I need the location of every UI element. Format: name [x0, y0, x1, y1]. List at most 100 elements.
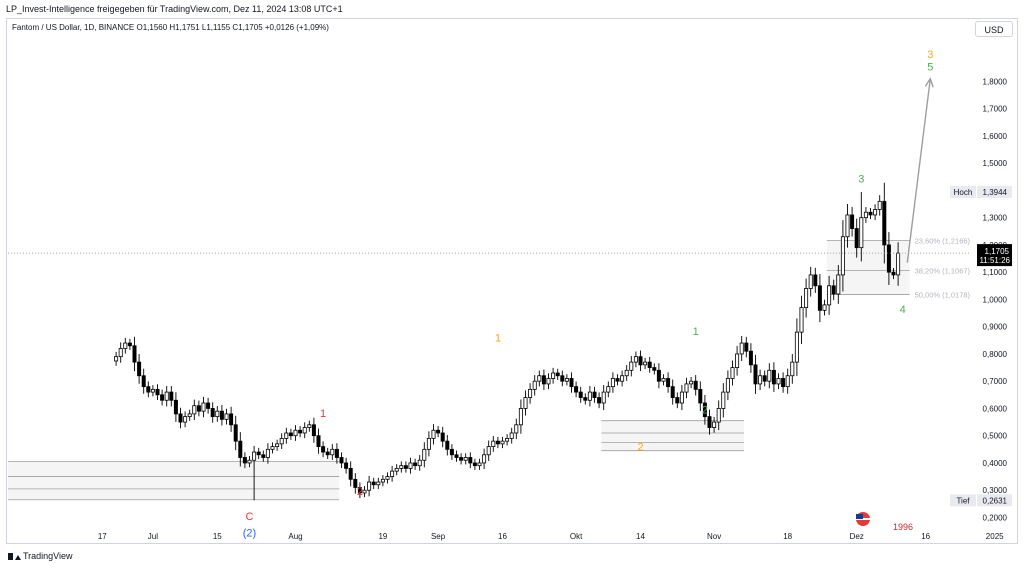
x-tick-label: 19 — [378, 532, 387, 541]
candle-body — [712, 421, 717, 428]
y-tick-label: 1,7000 — [983, 105, 1008, 114]
candle-body — [256, 451, 261, 456]
candle-body — [114, 356, 119, 362]
candle-body — [633, 356, 638, 363]
candle-body — [886, 244, 891, 273]
candle-body — [643, 361, 648, 366]
axis-badge-value-bg — [977, 185, 1012, 198]
candle-body — [293, 429, 298, 437]
shared-by-line: LP_Invest-Intelligence freigegeben für T… — [6, 4, 343, 14]
axis-badge-value: 0,2631 — [983, 496, 1008, 505]
candle-body — [150, 388, 155, 393]
candle-body — [127, 342, 132, 347]
candle-body — [684, 383, 689, 393]
wave-label: 1 — [320, 408, 326, 420]
candle-body — [850, 214, 855, 229]
candle-body — [597, 397, 602, 404]
candle-body — [270, 446, 275, 450]
axis-badge-label-bg — [950, 494, 976, 507]
candle-body — [735, 353, 740, 368]
candle-body — [449, 448, 454, 456]
candle-body — [505, 438, 510, 442]
candle-body — [606, 386, 611, 393]
bottom-cut-label: 1996 — [893, 522, 913, 532]
candle-body — [394, 468, 399, 472]
bar-countdown: 11:51:26 — [979, 256, 1010, 265]
candle-body — [785, 375, 790, 388]
candle-body — [808, 274, 813, 289]
candle-body — [196, 405, 201, 412]
candle-body — [491, 440, 496, 448]
candle-body — [500, 440, 505, 445]
x-tick-label: Dez — [850, 532, 864, 541]
candle-body — [307, 424, 312, 428]
candle-body — [739, 342, 744, 355]
candle-body — [753, 364, 758, 385]
x-tick-label: 15 — [213, 532, 222, 541]
candle-body — [330, 448, 335, 456]
candle-body — [160, 394, 165, 401]
candle-body — [601, 391, 606, 404]
candle-body — [873, 209, 878, 216]
candle-body — [426, 438, 431, 450]
candle-body — [583, 397, 588, 401]
candle-body — [436, 429, 441, 434]
zone-box-0 — [8, 461, 340, 500]
candle-body — [118, 348, 123, 358]
last-price-badge-bg — [977, 244, 1012, 267]
candle-body — [422, 448, 427, 461]
candle-body — [707, 416, 712, 428]
y-tick-label: 1,1000 — [983, 268, 1008, 277]
candle-body — [325, 451, 330, 456]
candle-body — [371, 481, 376, 486]
last-price-value: 1,1705 — [985, 247, 1010, 256]
candle-body — [137, 361, 142, 377]
chart-frame[interactable] — [6, 18, 1018, 544]
candle-body — [656, 369, 661, 382]
x-tick-label: 16 — [498, 532, 507, 541]
candle-body — [702, 402, 707, 418]
currency-button[interactable]: USD — [975, 21, 1013, 37]
wave-label: 2 — [357, 486, 363, 498]
candle-body — [206, 402, 211, 409]
candle-body — [882, 200, 887, 246]
candle-body — [141, 375, 146, 388]
tradingview-brand[interactable]: TradingView — [8, 551, 73, 561]
x-tick-label: Aug — [288, 532, 302, 541]
candle-body — [845, 214, 850, 238]
candle-body — [610, 378, 615, 388]
wave-label: 5 — [927, 61, 933, 73]
candle-body — [261, 454, 266, 458]
wave-label: 1 — [495, 333, 501, 345]
candle-body — [463, 457, 468, 461]
candle-body — [357, 487, 362, 494]
projection-arrow — [906, 78, 931, 263]
candle-body — [298, 429, 303, 434]
candle-body — [367, 481, 372, 491]
candlestick-series — [114, 182, 901, 501]
candle-body — [827, 285, 832, 306]
candle-body — [376, 481, 381, 486]
candle-body — [767, 369, 772, 382]
candle-body — [242, 457, 247, 464]
x-tick-label: 17 — [98, 532, 107, 541]
candle-body — [380, 478, 385, 483]
x-tick-label: 14 — [636, 532, 645, 541]
candle-body — [762, 375, 767, 382]
candle-body — [132, 345, 137, 363]
candle-body — [560, 375, 565, 382]
candle-body — [532, 380, 537, 390]
candle-body — [781, 378, 786, 388]
candle-body — [275, 443, 280, 448]
tradingview-logo-icon — [8, 552, 21, 560]
y-tick-label: 1,6000 — [983, 132, 1008, 141]
x-tick-label: Okt — [570, 532, 583, 541]
candle-body — [896, 252, 901, 276]
candle-body — [495, 440, 500, 445]
candle-body — [758, 375, 763, 385]
candle-body — [523, 397, 528, 409]
axis-badge-value: 1,3944 — [983, 188, 1008, 197]
wave-label: 2 — [702, 405, 708, 417]
candle-body — [316, 435, 321, 448]
